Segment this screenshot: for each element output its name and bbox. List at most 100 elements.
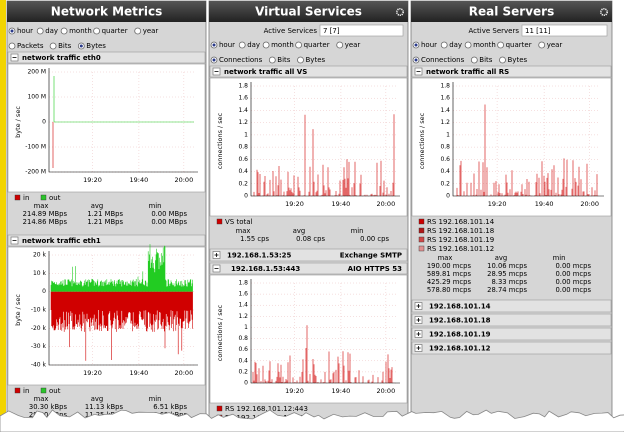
stats-header: max bbox=[34, 202, 49, 210]
stats-header: min bbox=[149, 395, 162, 403]
stats-value: 0.00 MBps bbox=[151, 218, 187, 226]
radio-label: quarter bbox=[506, 41, 532, 49]
active-label: Active Servers bbox=[469, 27, 520, 35]
active-field bbox=[521, 24, 608, 37]
legend-swatch bbox=[418, 236, 425, 243]
y-tick-label: 200 M bbox=[27, 69, 46, 76]
stats-value: 30.30 kBps bbox=[29, 403, 68, 411]
graph-area bbox=[7, 63, 206, 193]
stats-header: min bbox=[553, 254, 566, 262]
y-tick-label: 0 bbox=[244, 193, 248, 200]
legend-label: RS 192.168.101.12:443 bbox=[225, 405, 308, 413]
radio-label: Packets bbox=[17, 42, 44, 50]
settings-icon[interactable] bbox=[395, 8, 404, 17]
item-name: AIO HTTPS 53 bbox=[348, 265, 402, 273]
radio[interactable] bbox=[262, 41, 270, 49]
stats-header: max bbox=[34, 395, 49, 403]
radio[interactable] bbox=[440, 41, 448, 49]
item-address: 192.168.1.53:443 bbox=[231, 265, 300, 273]
y-tick-label: 1.4 bbox=[440, 107, 450, 114]
x-tick-label: 19:40 bbox=[130, 369, 149, 377]
x-tick-label: 20:00 bbox=[376, 387, 395, 395]
radio[interactable] bbox=[295, 41, 303, 49]
graph-area bbox=[209, 274, 408, 404]
radio-label: Bits bbox=[479, 56, 492, 64]
radio-label: Connections bbox=[219, 56, 263, 64]
radio[interactable] bbox=[538, 41, 546, 49]
y-tick-label: -100 M bbox=[25, 144, 46, 151]
y-tick-label: 0 bbox=[42, 119, 46, 126]
radio[interactable] bbox=[297, 56, 304, 64]
y-tick-label: 1.8 bbox=[238, 83, 248, 90]
legend-label: RS 192.168.101.14 bbox=[427, 218, 495, 226]
y-tick-label: -200 M bbox=[25, 169, 46, 176]
graph-title: network traffic all VS bbox=[224, 68, 307, 76]
radio-label: hour bbox=[219, 41, 235, 49]
radio[interactable] bbox=[470, 56, 478, 64]
y-tick-label: 10 k bbox=[33, 270, 47, 277]
y-tick-label: 1.8 bbox=[238, 280, 248, 287]
radio-dot bbox=[79, 44, 83, 48]
stats-value: 11.13 kBps bbox=[85, 403, 124, 411]
legend-swatch bbox=[14, 194, 21, 201]
radio[interactable] bbox=[336, 41, 344, 49]
item-address: 192.168.101.18 bbox=[429, 317, 491, 325]
radio[interactable] bbox=[49, 42, 57, 50]
x-tick-label: 20:00 bbox=[174, 176, 193, 184]
y-tick-label: 0.6 bbox=[238, 346, 248, 353]
radio-dot bbox=[212, 58, 216, 62]
yellow-edge bbox=[0, 0, 6, 420]
x-tick-label: 19:40 bbox=[332, 200, 351, 208]
graph-header bbox=[7, 51, 206, 64]
axis-line bbox=[250, 82, 400, 197]
x-tick-label: 19:40 bbox=[130, 176, 149, 184]
panel-title: Virtual Services bbox=[255, 5, 362, 19]
y-tick-label: 0.2 bbox=[238, 368, 248, 375]
graph-header bbox=[7, 234, 206, 247]
x-tick-label: 19:20 bbox=[83, 369, 102, 377]
radio[interactable] bbox=[238, 41, 246, 49]
radio-label: month bbox=[271, 41, 294, 49]
stats-value: 0.00 mcps bbox=[555, 262, 591, 270]
x-tick-label: 19:20 bbox=[285, 200, 304, 208]
y-tick-label: 1 bbox=[244, 131, 248, 138]
stats-header: min bbox=[149, 202, 162, 210]
radio[interactable] bbox=[8, 42, 16, 50]
radio[interactable] bbox=[36, 27, 44, 35]
item-row[interactable] bbox=[411, 299, 612, 313]
legend-label: in bbox=[23, 194, 29, 202]
radio[interactable] bbox=[60, 27, 68, 35]
item-row[interactable] bbox=[411, 327, 612, 341]
settings-icon[interactable] bbox=[599, 8, 608, 17]
x-tick-label: 19:20 bbox=[285, 387, 304, 395]
item-row[interactable] bbox=[209, 248, 408, 262]
radio-label: Bits bbox=[277, 56, 290, 64]
y-tick-label: 1.2 bbox=[238, 119, 248, 126]
x-tick-label: 20:00 bbox=[580, 200, 599, 208]
radio[interactable] bbox=[499, 56, 506, 64]
radio[interactable] bbox=[464, 41, 472, 49]
x-tick-label: 19:40 bbox=[535, 200, 554, 208]
item-address: 192.168.101.19 bbox=[429, 331, 491, 339]
radio[interactable] bbox=[134, 27, 142, 35]
radio-dot bbox=[212, 43, 216, 47]
x-tick-label: 20:00 bbox=[376, 200, 395, 208]
legend-swatch bbox=[418, 218, 425, 225]
radio[interactable] bbox=[93, 27, 100, 35]
radio[interactable] bbox=[268, 56, 276, 64]
stats-value: 0.08 cps bbox=[296, 235, 325, 243]
axis-line bbox=[452, 82, 604, 197]
legend-swatch bbox=[40, 194, 47, 201]
y-tick-label: 0 bbox=[244, 380, 248, 387]
y-tick-label: 1.6 bbox=[238, 291, 248, 298]
graph-title: network traffic eth1 bbox=[22, 237, 101, 245]
radio-label: Bytes bbox=[86, 42, 106, 50]
radio-label: year bbox=[547, 41, 563, 49]
item-row[interactable] bbox=[411, 341, 612, 355]
panel-header bbox=[7, 1, 206, 22]
legend-swatch bbox=[216, 218, 223, 225]
item-row[interactable] bbox=[411, 313, 612, 327]
radio[interactable] bbox=[497, 41, 505, 49]
stats-header: max bbox=[438, 254, 453, 262]
